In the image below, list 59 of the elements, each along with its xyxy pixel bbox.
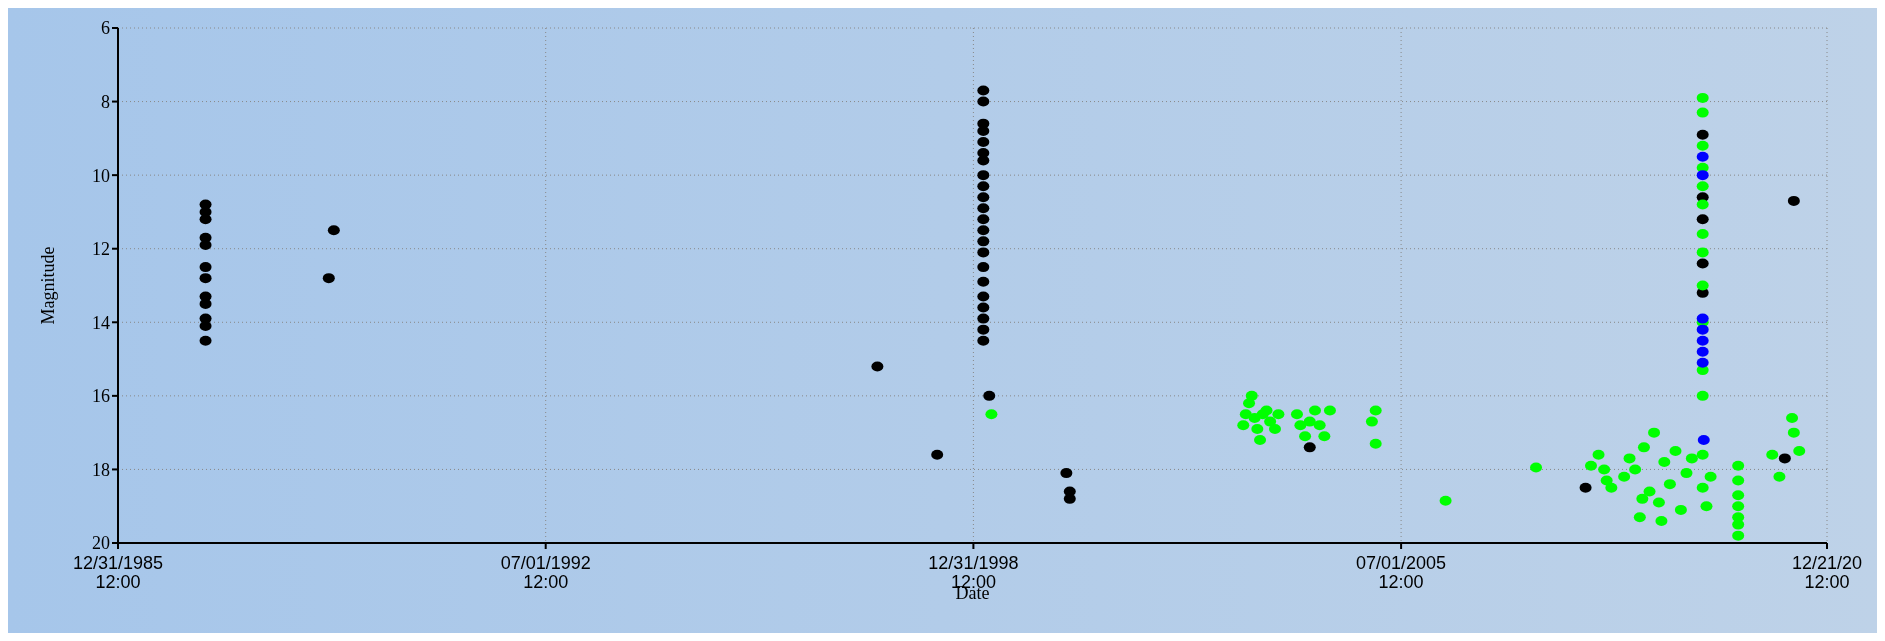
point xyxy=(977,276,990,287)
point xyxy=(1696,214,1709,225)
point xyxy=(977,137,990,148)
point xyxy=(199,273,212,284)
y-tick-label: 12 xyxy=(92,239,110,260)
point xyxy=(1303,442,1316,453)
point xyxy=(199,240,212,251)
point xyxy=(1696,170,1709,181)
point xyxy=(977,324,990,335)
point xyxy=(1696,324,1709,335)
point xyxy=(977,203,990,214)
point xyxy=(1579,482,1592,493)
y-tick-label: 10 xyxy=(92,165,110,186)
y-axis-title: Magnitude xyxy=(38,246,59,325)
point xyxy=(199,214,212,225)
point xyxy=(977,85,990,96)
point xyxy=(1696,313,1709,324)
x-tick-label: 12/21/20 12:00 xyxy=(1791,553,1863,592)
point xyxy=(977,181,990,192)
point xyxy=(1778,453,1791,464)
point xyxy=(977,192,990,203)
point xyxy=(977,247,990,258)
point xyxy=(871,361,884,372)
y-tick-label: 16 xyxy=(92,386,110,407)
point xyxy=(977,126,990,136)
point xyxy=(1696,258,1709,269)
point xyxy=(977,155,990,166)
point xyxy=(983,390,996,401)
x-tick-label: 12/31/1985 12:00 xyxy=(72,553,164,592)
point xyxy=(327,225,340,236)
point xyxy=(1060,468,1073,479)
y-tick-label: 6 xyxy=(101,18,110,39)
point xyxy=(977,302,990,313)
point xyxy=(1696,151,1709,162)
y-tick-label: 14 xyxy=(92,312,110,333)
point xyxy=(1696,129,1709,140)
x-tick-label: 07/01/1992 12:00 xyxy=(500,553,591,592)
point xyxy=(977,96,990,107)
point xyxy=(977,335,990,346)
y-tick-label: 20 xyxy=(92,533,110,554)
point xyxy=(977,236,990,247)
y-tick-label: 18 xyxy=(92,459,110,480)
point xyxy=(199,262,212,273)
point xyxy=(1696,346,1709,357)
point xyxy=(1696,335,1709,346)
y-tick-label: 8 xyxy=(101,91,110,112)
point xyxy=(1696,357,1709,368)
point xyxy=(977,262,990,273)
point xyxy=(322,273,335,284)
point xyxy=(199,335,212,346)
point xyxy=(931,449,944,460)
point xyxy=(977,170,990,181)
point xyxy=(977,225,990,236)
point xyxy=(977,214,990,225)
point xyxy=(1697,435,1710,445)
x-tick-label: 07/01/2005 12:00 xyxy=(1356,553,1447,592)
point xyxy=(1787,195,1800,206)
point xyxy=(977,291,990,302)
point xyxy=(977,313,990,324)
